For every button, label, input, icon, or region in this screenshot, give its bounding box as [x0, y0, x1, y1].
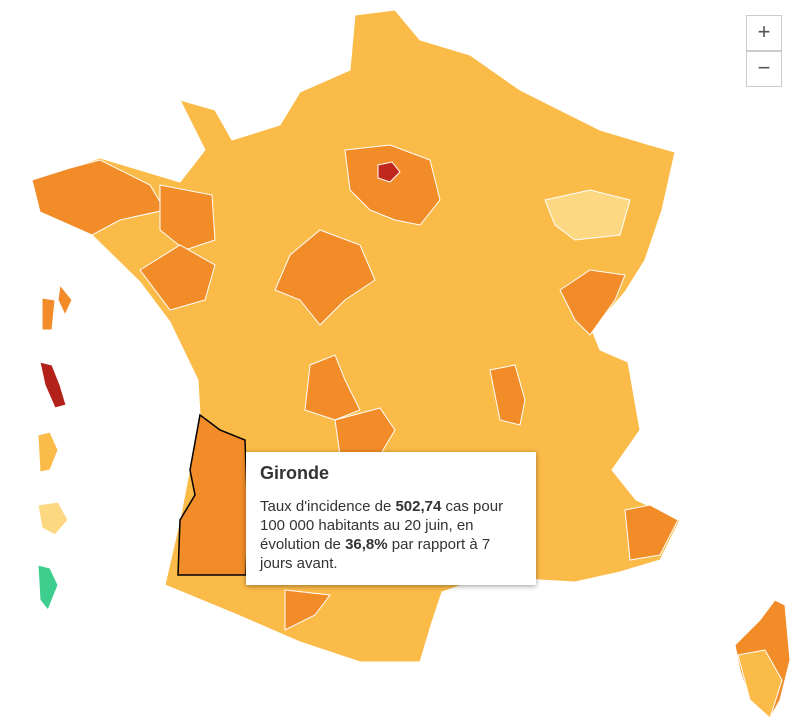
- text: Taux d'incidence de: [260, 498, 392, 515]
- gironde: [177, 413, 249, 576]
- tooltip-title: Gironde: [260, 463, 330, 483]
- overseas: [37, 501, 69, 536]
- tooltip-text: Taux d'incidence de 502,74 cas pour 100 …: [260, 497, 522, 573]
- value: 36,8%: [345, 536, 388, 553]
- region: [334, 407, 396, 456]
- region: [624, 504, 679, 561]
- region: [559, 269, 626, 336]
- region: [377, 161, 401, 183]
- region: [159, 184, 216, 251]
- region: [274, 229, 376, 326]
- zoom-in[interactable]: +: [746, 15, 782, 51]
- region: [139, 244, 216, 311]
- region: [544, 189, 631, 241]
- overseas: [41, 283, 73, 331]
- corsica-south: [737, 649, 783, 719]
- tooltip: Gironde Taux d'incidence de 502,74 cas p…: [246, 452, 536, 585]
- region: [284, 589, 331, 631]
- overseas: [37, 431, 59, 473]
- text: cas pour 100 000 habitants au 20 juin, e…: [260, 498, 504, 553]
- value: 502,74: [395, 498, 442, 515]
- overseas: [37, 564, 59, 611]
- zoom-out[interactable]: −: [746, 51, 782, 87]
- region: [489, 364, 526, 426]
- text: par rapport à 7 jours avant.: [260, 536, 491, 572]
- region: [304, 354, 361, 421]
- overseas: [39, 361, 67, 409]
- region: [344, 144, 441, 226]
